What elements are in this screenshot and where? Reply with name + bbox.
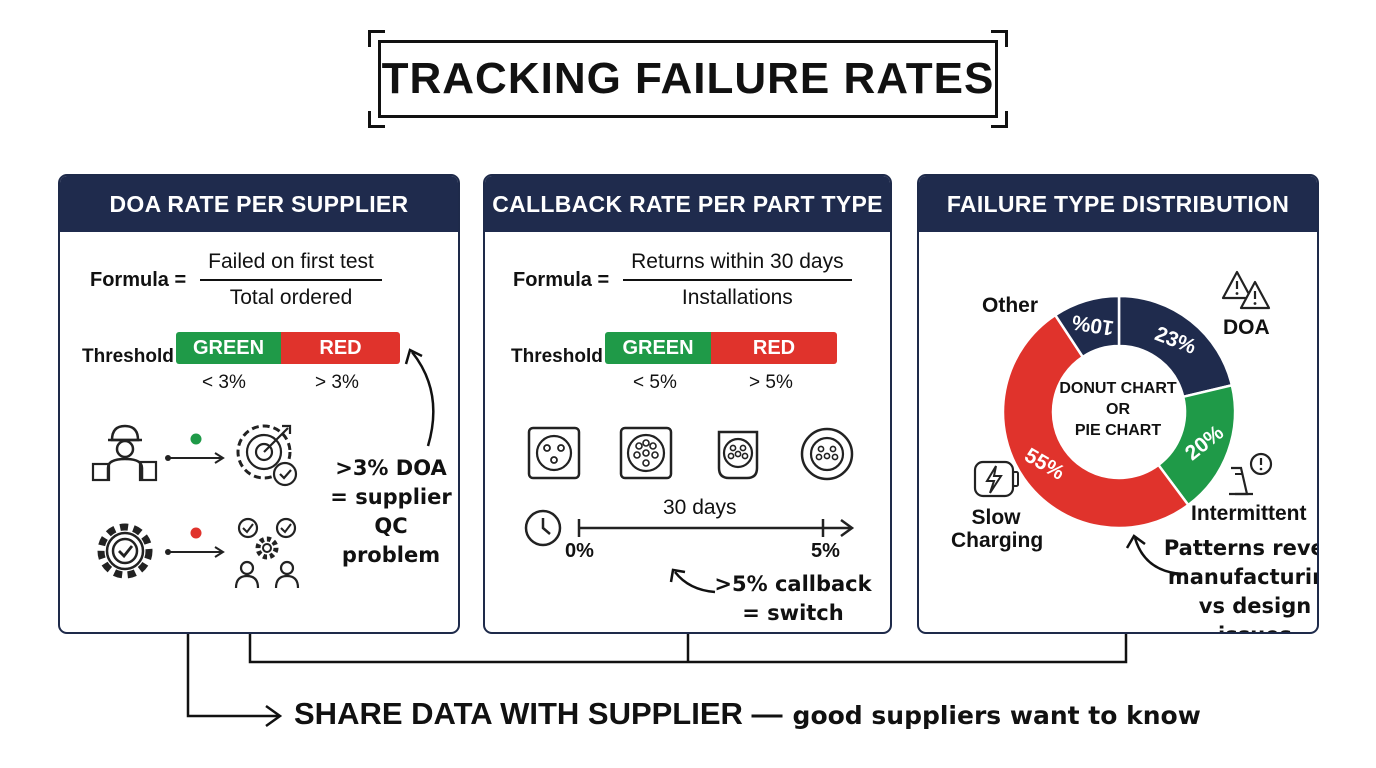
formula: Formula = Returns within 30 days Install… bbox=[513, 250, 852, 310]
panel-doa-rate: DOA RATE PER SUPPLIER Formula = Failed o… bbox=[58, 174, 460, 634]
formula: Formula = Failed on first test Total ord… bbox=[90, 250, 382, 310]
legend-label-slow-charging: Slow Charging bbox=[951, 506, 1044, 552]
threshold-red-value: > 5% bbox=[749, 372, 793, 393]
note-line: >5% callback bbox=[714, 572, 872, 596]
threshold-label: Threshold bbox=[82, 346, 174, 367]
formula-numerator: Returns within 30 days bbox=[623, 250, 852, 281]
timeline bbox=[524, 509, 855, 547]
arrow-green-icon bbox=[165, 433, 225, 464]
panel-header: FAILURE TYPE DISTRIBUTION bbox=[919, 176, 1317, 232]
title-frame: TRACKING FAILURE RATES bbox=[368, 30, 1008, 128]
timeline-start: 0% bbox=[565, 540, 594, 562]
threshold-label: Threshold bbox=[511, 346, 603, 367]
panel-failure-distribution: FAILURE TYPE DISTRIBUTION 23% 20% 55% 10% D… bbox=[917, 174, 1319, 634]
formula-label: Formula = bbox=[90, 268, 187, 291]
threshold-green-value: < 3% bbox=[202, 372, 246, 393]
label-line: Charging bbox=[951, 529, 1044, 552]
curved-arrow-icon bbox=[1125, 534, 1184, 576]
team-quality-icon bbox=[234, 517, 300, 589]
note-line: = supplier bbox=[330, 485, 452, 509]
legend-label-intermittent: Intermittent bbox=[1191, 502, 1307, 525]
note-line: >3% DOA bbox=[335, 456, 447, 480]
curved-arrow-icon bbox=[669, 568, 716, 594]
threshold-bar: GREEN RED bbox=[176, 332, 400, 364]
callback-note: >5% callback = switch suppliers bbox=[695, 570, 890, 632]
intermittent-icon bbox=[1229, 452, 1273, 496]
formula-fraction: Failed on first test Total ordered bbox=[200, 250, 382, 310]
label-line: Slow bbox=[971, 506, 1021, 529]
connector-plug-icon bbox=[717, 430, 759, 480]
timeline-end: 5% bbox=[811, 540, 840, 562]
panel-callback-rate: CALLBACK RATE PER PART TYPE Formula = Re… bbox=[483, 174, 892, 634]
note-line: manufacturing bbox=[1167, 565, 1317, 589]
threshold-red: RED bbox=[281, 332, 400, 364]
distribution-note: Patterns reveal manufacturing vs design … bbox=[1159, 534, 1317, 632]
footer-arrow-line bbox=[186, 634, 278, 718]
gear-check-icon bbox=[97, 523, 153, 579]
threshold-green-value: < 5% bbox=[633, 372, 677, 393]
footer-arrow-head bbox=[265, 704, 283, 728]
threshold-red-value: > 3% bbox=[315, 372, 359, 393]
note-line: QC problem bbox=[341, 514, 441, 567]
threshold-green: GREEN bbox=[176, 332, 281, 364]
clock-icon bbox=[524, 509, 562, 547]
note-line: = switch suppliers bbox=[738, 601, 847, 632]
threshold-green: GREEN bbox=[605, 332, 711, 364]
donut-slice-other bbox=[1053, 294, 1121, 359]
formula-numerator: Failed on first test bbox=[200, 250, 382, 281]
curved-arrow-icon bbox=[404, 348, 435, 447]
center-line: DONUT CHART bbox=[1059, 380, 1177, 397]
frame-corner bbox=[368, 30, 385, 47]
frame-corner bbox=[991, 111, 1008, 128]
donut-chart: 23%20%55%10% bbox=[1001, 294, 1237, 530]
target-gear-icon bbox=[236, 424, 298, 487]
center-line: PIE CHART bbox=[1074, 422, 1162, 439]
donut-slice-slow-charging bbox=[1001, 313, 1191, 530]
page-title: TRACKING FAILURE RATES bbox=[381, 54, 995, 103]
battery-bolt-icon bbox=[973, 460, 1019, 498]
center-line: OR bbox=[1106, 401, 1130, 418]
threshold-red: RED bbox=[711, 332, 837, 364]
legend-label-other: Other bbox=[982, 294, 1039, 317]
frame-corner bbox=[991, 30, 1008, 47]
donut-center-text: DONUT CHART OR PIE CHART bbox=[1055, 378, 1181, 441]
footer-sub: good suppliers want to know bbox=[792, 701, 1201, 730]
note-line: Patterns reveal bbox=[1163, 536, 1317, 560]
connector-plug-icon bbox=[800, 427, 854, 481]
frame-corner bbox=[368, 111, 385, 128]
connector-plug-icon bbox=[527, 426, 581, 480]
footer-main: SHARE DATA WITH SUPPLIER — bbox=[294, 696, 783, 731]
formula-denominator: Total ordered bbox=[229, 286, 353, 309]
note-line: vs design issues bbox=[1198, 594, 1312, 632]
formula-label: Formula = bbox=[513, 268, 610, 291]
threshold-bar: GREEN RED bbox=[605, 332, 837, 364]
connector-plug-icon bbox=[619, 426, 673, 480]
arrow-red-icon bbox=[165, 527, 225, 558]
worker-icon bbox=[91, 424, 158, 482]
formula-denominator: Installations bbox=[681, 286, 793, 309]
warning-icon bbox=[1221, 270, 1271, 310]
legend-label-doa: DOA bbox=[1223, 316, 1270, 339]
timeline-label: 30 days bbox=[663, 496, 737, 519]
footer: SHARE DATA WITH SUPPLIER — good supplier… bbox=[294, 696, 1201, 732]
panel-header: CALLBACK RATE PER PART TYPE bbox=[485, 176, 890, 232]
panel-header: DOA RATE PER SUPPLIER bbox=[60, 176, 458, 232]
doa-note: >3% DOA = supplier QC problem bbox=[322, 454, 458, 570]
title-box: TRACKING FAILURE RATES bbox=[378, 40, 998, 118]
formula-fraction: Returns within 30 days Installations bbox=[623, 250, 852, 310]
